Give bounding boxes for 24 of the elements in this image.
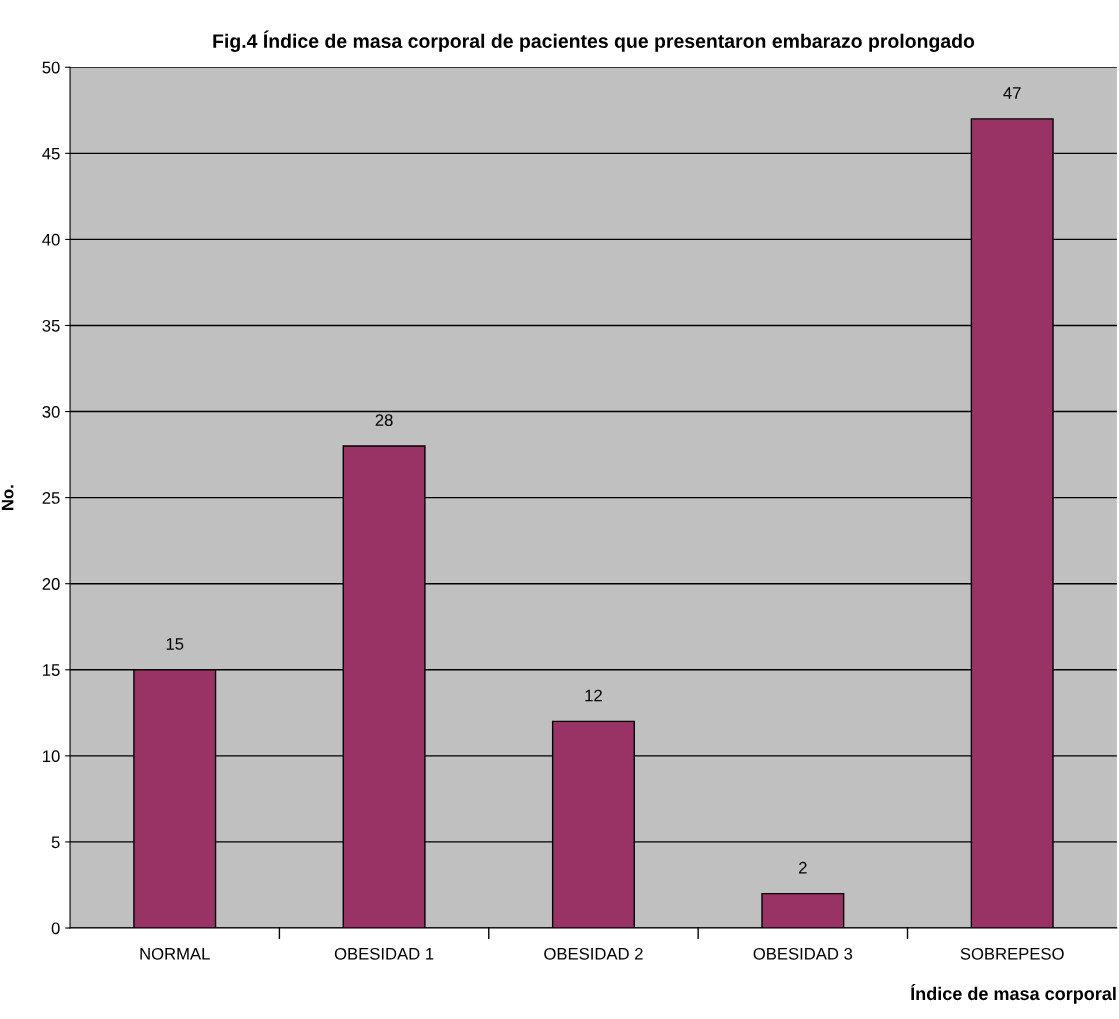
data-label: 47	[1003, 87, 1021, 99]
y-tick-label: 0	[51, 922, 60, 935]
data-label: 12	[585, 689, 602, 702]
y-tick-label: 20	[42, 578, 60, 590]
y-tick-label: 35	[42, 319, 60, 332]
y-axis-title: No.	[1, 485, 14, 510]
data-label: 28	[375, 414, 393, 427]
y-tick-label: 5	[51, 836, 60, 849]
chart-title: Fig.4 Índice de masa corporal de pacientes que presentaron embarazo prolongado	[213, 30, 975, 52]
x-tick-label: OBESIDAD 2	[544, 947, 643, 960]
data-label: 2	[799, 861, 807, 874]
x-tick-label: SOBREPESO	[960, 947, 1064, 960]
y-tick-label: 25	[42, 492, 60, 504]
y-tick-label: 10	[43, 750, 60, 763]
x-axis-title: Índice de masa corporal	[911, 983, 1116, 1004]
y-tick-label: 30	[42, 405, 60, 418]
x-tick-label: NORMAL	[140, 947, 210, 960]
y-tick-label: 40	[42, 233, 60, 246]
x-tick-label: OBESIDAD 1	[334, 947, 434, 960]
x-tick-label: OBESIDAD 3	[753, 947, 853, 960]
y-tick-label: 50	[42, 61, 60, 74]
data-label: 15	[166, 638, 184, 650]
y-tick-label: 15	[43, 664, 60, 676]
y-tick-label: 45	[42, 147, 60, 160]
